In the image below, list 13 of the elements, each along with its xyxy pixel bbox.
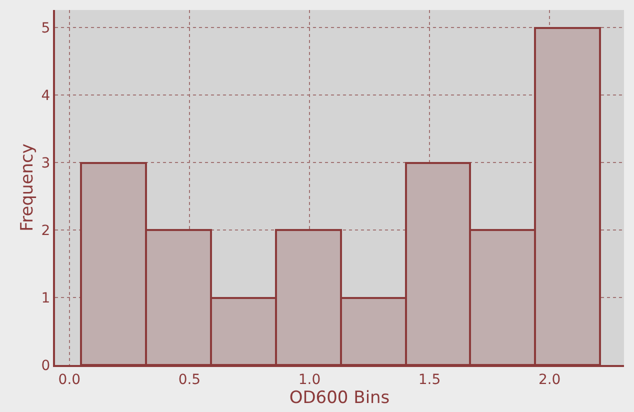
- x-axis-title: OD600 Bins: [289, 388, 390, 408]
- y-tick-label: 1: [41, 290, 50, 306]
- y-tick-label: 4: [41, 88, 50, 104]
- x-tick-label: 1.5: [418, 372, 441, 388]
- x-tick-label: 1.0: [298, 372, 321, 388]
- y-tick-label: 2: [41, 222, 50, 239]
- x-tick-label: 0.5: [178, 372, 201, 388]
- x-tick-label: 0.0: [58, 372, 81, 388]
- y-tick-label: 5: [41, 20, 50, 36]
- y-tick-label: 0: [41, 358, 50, 374]
- y-tick-label: 3: [41, 155, 50, 172]
- y-axis-title: Frequency: [17, 144, 38, 232]
- x-tick-label: 2.0: [538, 372, 561, 388]
